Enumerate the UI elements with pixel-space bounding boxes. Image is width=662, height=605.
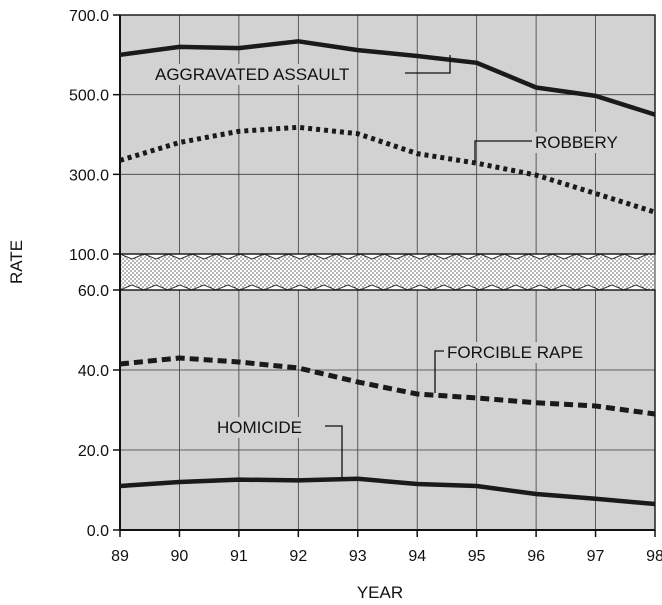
series-label-robbery: ROBBERY <box>535 133 618 152</box>
x-axis-title: YEAR <box>357 583 403 602</box>
x-tick-label: 94 <box>408 548 426 565</box>
x-tick-label: 91 <box>230 548 248 565</box>
leader-line-aggravated-assault <box>405 55 451 74</box>
x-tick-label: 97 <box>587 548 605 565</box>
x-tick-label: 96 <box>527 548 545 565</box>
x-tick-label: 89 <box>111 548 129 565</box>
x-tick-label: 90 <box>171 548 189 565</box>
series-line-robbery <box>119 124 656 215</box>
y-tick-label: 40.0 <box>78 363 109 380</box>
y-tick-label: 60.0 <box>78 283 109 300</box>
series-lines <box>119 39 656 507</box>
lower-panel-background <box>120 290 655 530</box>
y-tick-label: 700.0 <box>69 8 109 25</box>
leader-line-forcible-rape <box>434 350 444 393</box>
tick-labels: 100.0 300.0 500.0 700.0 0.0 20.0 40.0 60.0 89 90 9… <box>69 8 662 565</box>
x-tick-label: 95 <box>468 548 486 565</box>
y-tick-label: 100.0 <box>69 247 109 264</box>
leader-line-homicide <box>325 425 343 480</box>
series-label-background <box>444 342 587 363</box>
y-axis-title: RATE <box>7 240 26 284</box>
series-label-homicide: HOMICIDE <box>217 418 302 437</box>
series-line-aggravated-assault <box>119 39 656 117</box>
series-label-forcible-rape: FORCIBLE RAPE <box>447 343 583 362</box>
y-tick-label: 500.0 <box>69 88 109 105</box>
leader-line-robbery <box>474 140 532 162</box>
plot-frame <box>113 14 656 537</box>
series-labels: AGGRAVATED ASSAULT ROBBERY FORCIBLE RAPE HO… <box>152 55 621 480</box>
series-label-aggravated-assault: AGGRAVATED ASSAULT <box>155 65 349 84</box>
series-label-background <box>532 132 621 153</box>
series-line-homicide <box>119 476 656 507</box>
y-tick-label: 20.0 <box>78 443 109 460</box>
series-line-forcible-rape <box>119 355 656 417</box>
y-tick-label: 300.0 <box>69 167 109 184</box>
series-label-background <box>214 417 305 438</box>
x-tick-label: 93 <box>349 548 367 565</box>
series-label-background <box>152 64 353 85</box>
x-tick-label: 92 <box>289 548 307 565</box>
axis-break-band <box>119 253 656 291</box>
y-tick-label: 0.0 <box>87 523 109 540</box>
x-tick-label: 98 <box>646 548 662 565</box>
